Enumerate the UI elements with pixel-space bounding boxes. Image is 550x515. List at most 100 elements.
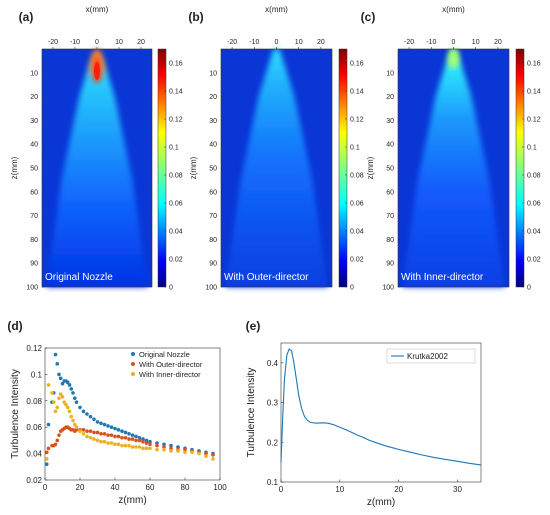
scatter-point bbox=[102, 439, 107, 444]
colorbar-tick-label: 0.1 bbox=[169, 145, 179, 152]
scatter-point bbox=[169, 443, 173, 448]
scatter-point bbox=[106, 433, 110, 437]
colorbar-tick-label: 0.16 bbox=[169, 61, 183, 68]
colorbar bbox=[338, 48, 348, 288]
scatter-point bbox=[123, 430, 128, 435]
y-tick-label: 20 bbox=[209, 94, 217, 101]
scatter-point bbox=[137, 438, 142, 443]
y-tick-label: 60 bbox=[386, 189, 394, 196]
scatter-point bbox=[51, 400, 56, 404]
panel-label: (e) bbox=[246, 319, 261, 333]
x-axis-label: x(mm) bbox=[442, 5, 465, 14]
colorbar-tick-label: 0 bbox=[169, 285, 173, 292]
colorbar-tick-label: 0.06 bbox=[169, 201, 183, 208]
scatter-point bbox=[78, 405, 82, 410]
scatter-point bbox=[53, 352, 58, 357]
legend-entry: Krutka2002 bbox=[407, 352, 448, 361]
scatter-point bbox=[60, 381, 65, 386]
scatter-point bbox=[74, 428, 79, 432]
scatter-point bbox=[137, 445, 142, 449]
y-axis-label: z(mm) bbox=[10, 156, 19, 179]
x-tick-label: 30 bbox=[453, 485, 462, 494]
scatter-point bbox=[88, 414, 93, 419]
scatter-point bbox=[74, 425, 79, 430]
jet-plume bbox=[46, 49, 148, 287]
x-tick-label: -10 bbox=[249, 39, 259, 46]
scatter-point bbox=[92, 417, 96, 422]
scatter-point bbox=[183, 447, 187, 452]
scatter-point bbox=[71, 418, 75, 423]
y-tick-label: 30 bbox=[30, 118, 38, 125]
scatter-point bbox=[204, 451, 208, 456]
y-tick-label: 0.2 bbox=[267, 438, 279, 447]
colorbar-tick-label: 0.06 bbox=[350, 201, 364, 208]
legend-marker bbox=[131, 352, 135, 356]
y-tick-label: 10 bbox=[30, 70, 38, 77]
y-tick-label: 80 bbox=[30, 237, 38, 244]
scatter-point bbox=[44, 450, 49, 455]
scatter-point bbox=[141, 437, 145, 441]
scatter-point bbox=[123, 443, 128, 448]
colorbar-tick-label: 0.04 bbox=[350, 229, 364, 236]
scatter-point bbox=[190, 450, 194, 455]
scatter-point bbox=[67, 409, 72, 414]
scatter-point bbox=[55, 438, 60, 443]
heatmap-panel-b: (b) x(mm) -20 -10 0 10 20 z(mm) 10 20 30 40 50 60 70 80… bbox=[188, 5, 363, 292]
line-panel-e: (e) 0 10 20 30 0.1 0.2 0.3 0.4 z(mm) Turbulence In… bbox=[246, 319, 482, 508]
scatter-point bbox=[155, 443, 159, 448]
scatter-point bbox=[141, 439, 145, 444]
y-tick-label: 0.1 bbox=[267, 478, 279, 487]
scatter-point bbox=[85, 429, 89, 433]
scatter-point bbox=[65, 380, 70, 385]
scatter-point bbox=[55, 362, 60, 366]
scatter-point bbox=[53, 442, 58, 447]
panel-label: (a) bbox=[19, 10, 34, 24]
scatter-point bbox=[113, 426, 117, 431]
scatter-point bbox=[106, 424, 110, 428]
scatter-point bbox=[130, 433, 135, 437]
y-tick-label: 70 bbox=[386, 213, 394, 220]
scatter-point bbox=[197, 451, 201, 456]
x-tick-label: 80 bbox=[181, 483, 190, 492]
x-tick-label: 10 bbox=[295, 39, 303, 46]
y-tick-label: 20 bbox=[386, 94, 394, 101]
scatter-point bbox=[57, 433, 61, 437]
colorbar-tick-label: 0.14 bbox=[527, 89, 541, 96]
y-tick-label: 10 bbox=[209, 70, 217, 77]
scatter-point bbox=[123, 435, 128, 440]
scatter-point bbox=[60, 395, 65, 399]
colorbar-tick-label: 0.02 bbox=[350, 257, 364, 264]
y-axis-label: Turbulence Intensity bbox=[246, 368, 257, 458]
hotspot bbox=[448, 49, 459, 69]
scatter-point bbox=[144, 446, 149, 451]
colorbar-tick-label: 0.14 bbox=[169, 89, 183, 96]
scatter-point bbox=[204, 454, 208, 459]
scatter-point bbox=[85, 434, 89, 439]
scatter-point bbox=[46, 446, 51, 451]
hotspot-core bbox=[94, 62, 100, 80]
scatter-point bbox=[116, 434, 121, 439]
scatter-point bbox=[106, 441, 110, 445]
scatter-point bbox=[99, 432, 103, 436]
plot-frame bbox=[44, 347, 221, 481]
y-axis-label: z(mm) bbox=[189, 156, 198, 179]
scatter-point bbox=[46, 422, 51, 427]
scatter-point bbox=[88, 435, 93, 440]
scatter-point bbox=[141, 446, 145, 451]
scatter-point bbox=[69, 414, 74, 419]
colorbar-tick-label: 0.02 bbox=[169, 257, 183, 264]
colorbar-tick-label: 0.06 bbox=[527, 201, 541, 208]
legend-marker bbox=[131, 372, 135, 376]
colorbar-tick-label: 0.14 bbox=[350, 89, 364, 96]
y-tick-label: 80 bbox=[386, 237, 394, 244]
scatter-point bbox=[113, 434, 117, 439]
colorbar-tick-label: 0.16 bbox=[350, 61, 364, 68]
scatter-point bbox=[169, 446, 173, 451]
heatmap-annotation: With Inner-director bbox=[401, 272, 484, 283]
colorbar-tick-label: 0.08 bbox=[169, 173, 183, 180]
y-axis-label: Turbulence Intensity bbox=[10, 369, 21, 459]
scatter-point bbox=[155, 447, 159, 452]
scatter-point bbox=[144, 441, 149, 445]
scatter-point bbox=[71, 391, 75, 395]
scatter-point bbox=[109, 441, 114, 445]
